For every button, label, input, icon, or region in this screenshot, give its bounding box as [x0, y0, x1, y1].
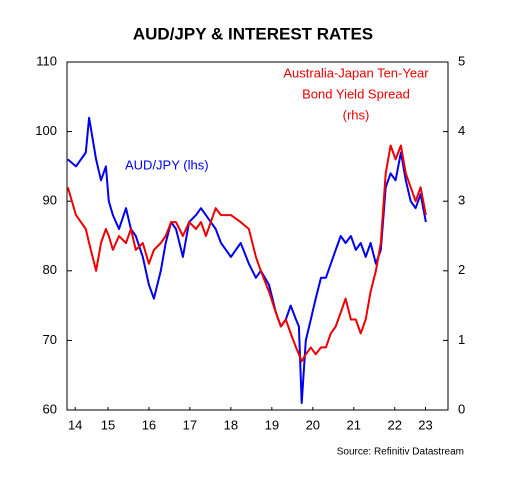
x-tick-label: 21: [347, 417, 361, 432]
annotation: AUD/JPY (lhs): [125, 157, 209, 172]
x-tick-label: 22: [388, 417, 402, 432]
y2-tick-label: 1: [458, 332, 465, 347]
y-tick-label: 60: [43, 401, 57, 416]
source: Source: Refinitiv Datastream: [337, 447, 464, 458]
y2-tick-label: 3: [458, 193, 465, 208]
chart-title: AUD/JPY & INTEREST RATES: [133, 24, 373, 43]
x-tick-label: 17: [183, 417, 197, 432]
x-tick-label: 19: [265, 417, 279, 432]
x-tick-label: 14: [68, 417, 82, 432]
y2-tick-label: 0: [458, 401, 465, 416]
y-tick-label: 80: [43, 262, 57, 277]
annotation: (rhs): [343, 107, 370, 122]
x-tick-label: 18: [224, 417, 238, 432]
series-line: [67, 116, 427, 404]
y2-tick-label: 4: [458, 123, 465, 138]
y-tick-label: 110: [36, 53, 57, 68]
annotation: Bond Yield Spread: [302, 86, 410, 101]
x-tick-label: 15: [101, 417, 115, 432]
x-tick-label: 16: [142, 417, 156, 432]
annotation: Australia-Japan Ten-Year: [283, 65, 429, 80]
y-tick-label: 90: [43, 193, 57, 208]
x-tick-label: 20: [306, 417, 320, 432]
plot-frame: [66, 61, 449, 411]
y-tick-label: 100: [35, 123, 57, 138]
x-tick-label: 23: [418, 417, 432, 432]
y2-tick-label: 5: [458, 53, 465, 68]
series-line: [66, 144, 427, 363]
y2-tick-label: 2: [458, 262, 465, 277]
y-tick-label: 70: [43, 332, 57, 347]
